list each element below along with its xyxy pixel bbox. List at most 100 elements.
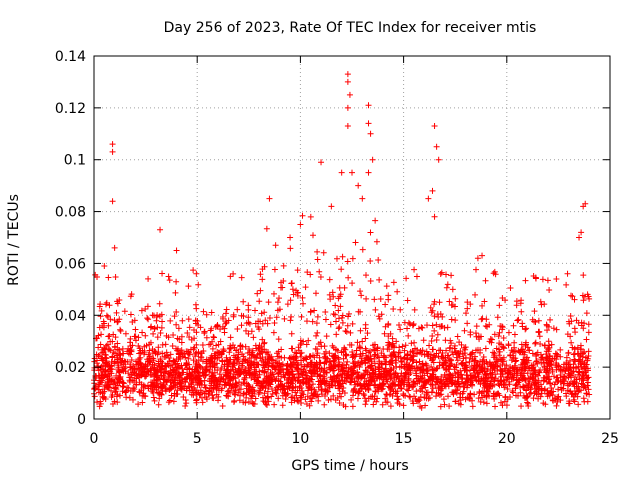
data-point xyxy=(481,298,488,305)
data-point xyxy=(144,315,151,322)
data-point xyxy=(467,301,474,308)
data-point xyxy=(330,310,337,317)
data-point xyxy=(107,347,114,354)
data-point xyxy=(563,281,570,288)
data-point xyxy=(294,378,301,385)
data-point xyxy=(535,328,542,335)
data-point xyxy=(279,402,286,409)
data-point xyxy=(216,371,223,378)
data-point xyxy=(166,397,173,404)
data-point xyxy=(289,286,296,293)
data-point xyxy=(259,336,266,343)
data-point xyxy=(471,365,478,372)
data-point xyxy=(291,395,298,402)
data-point xyxy=(547,361,554,368)
data-point xyxy=(434,379,441,386)
data-point xyxy=(311,390,318,397)
data-point xyxy=(464,320,471,327)
data-point xyxy=(94,399,101,406)
data-point xyxy=(446,298,453,305)
data-point xyxy=(117,327,124,334)
x-tick-label: 20 xyxy=(498,431,516,447)
data-point xyxy=(543,321,550,328)
data-point xyxy=(418,351,425,358)
data-point xyxy=(132,358,139,365)
data-point xyxy=(302,372,309,379)
data-point xyxy=(362,401,369,408)
data-point xyxy=(585,321,592,328)
data-point xyxy=(142,332,149,339)
data-point xyxy=(271,401,278,408)
data-point xyxy=(274,350,281,357)
data-point xyxy=(95,363,102,369)
data-point xyxy=(300,379,307,386)
data-point xyxy=(385,296,392,303)
data-point xyxy=(578,319,585,326)
data-point xyxy=(141,349,148,356)
data-point xyxy=(386,346,393,353)
data-point xyxy=(117,326,124,333)
data-point xyxy=(443,347,450,354)
data-point xyxy=(136,379,143,386)
data-point xyxy=(543,359,550,366)
data-point xyxy=(362,335,369,342)
data-point xyxy=(443,374,450,381)
data-point xyxy=(404,351,411,358)
data-point xyxy=(96,372,103,379)
data-point xyxy=(282,396,289,403)
data-point xyxy=(427,304,434,311)
data-point xyxy=(370,401,377,408)
data-point xyxy=(313,332,320,339)
data-point xyxy=(310,232,317,239)
data-point xyxy=(323,333,330,340)
data-point xyxy=(166,374,173,381)
data-point xyxy=(155,389,162,396)
data-point xyxy=(507,285,514,292)
data-point xyxy=(413,359,420,366)
data-point xyxy=(579,381,586,388)
data-point xyxy=(259,367,266,374)
data-point xyxy=(206,376,213,383)
data-point xyxy=(349,169,355,176)
data-point xyxy=(544,390,551,397)
data-point xyxy=(219,314,226,321)
data-point xyxy=(382,301,389,308)
data-point xyxy=(217,366,224,373)
data-point xyxy=(512,355,519,362)
data-point xyxy=(367,229,374,236)
data-point xyxy=(357,288,364,295)
data-point xyxy=(494,314,501,321)
data-point xyxy=(280,262,287,269)
data-point xyxy=(362,321,369,328)
data-point xyxy=(245,302,252,309)
data-point xyxy=(248,395,255,402)
data-point xyxy=(522,341,529,348)
data-point xyxy=(436,359,443,366)
data-point xyxy=(246,355,253,362)
data-point xyxy=(376,364,383,371)
data-point xyxy=(164,377,171,384)
data-point xyxy=(535,317,542,324)
data-point xyxy=(166,384,173,391)
data-point xyxy=(330,358,337,365)
data-point xyxy=(500,345,507,352)
data-point xyxy=(423,395,430,402)
data-point xyxy=(246,345,253,352)
data-point xyxy=(298,357,305,364)
data-point xyxy=(404,297,411,304)
data-point xyxy=(264,388,271,395)
data-point xyxy=(214,349,221,356)
data-point xyxy=(497,399,504,406)
data-point xyxy=(284,390,291,397)
data-point xyxy=(429,322,436,329)
data-point xyxy=(318,391,325,398)
data-point xyxy=(513,392,520,399)
data-point xyxy=(178,385,185,392)
data-point xyxy=(355,182,362,189)
data-point xyxy=(141,363,148,370)
data-point xyxy=(573,317,580,324)
data-point xyxy=(104,379,111,386)
data-point xyxy=(549,368,556,375)
data-point xyxy=(246,388,253,395)
data-point xyxy=(198,394,205,401)
